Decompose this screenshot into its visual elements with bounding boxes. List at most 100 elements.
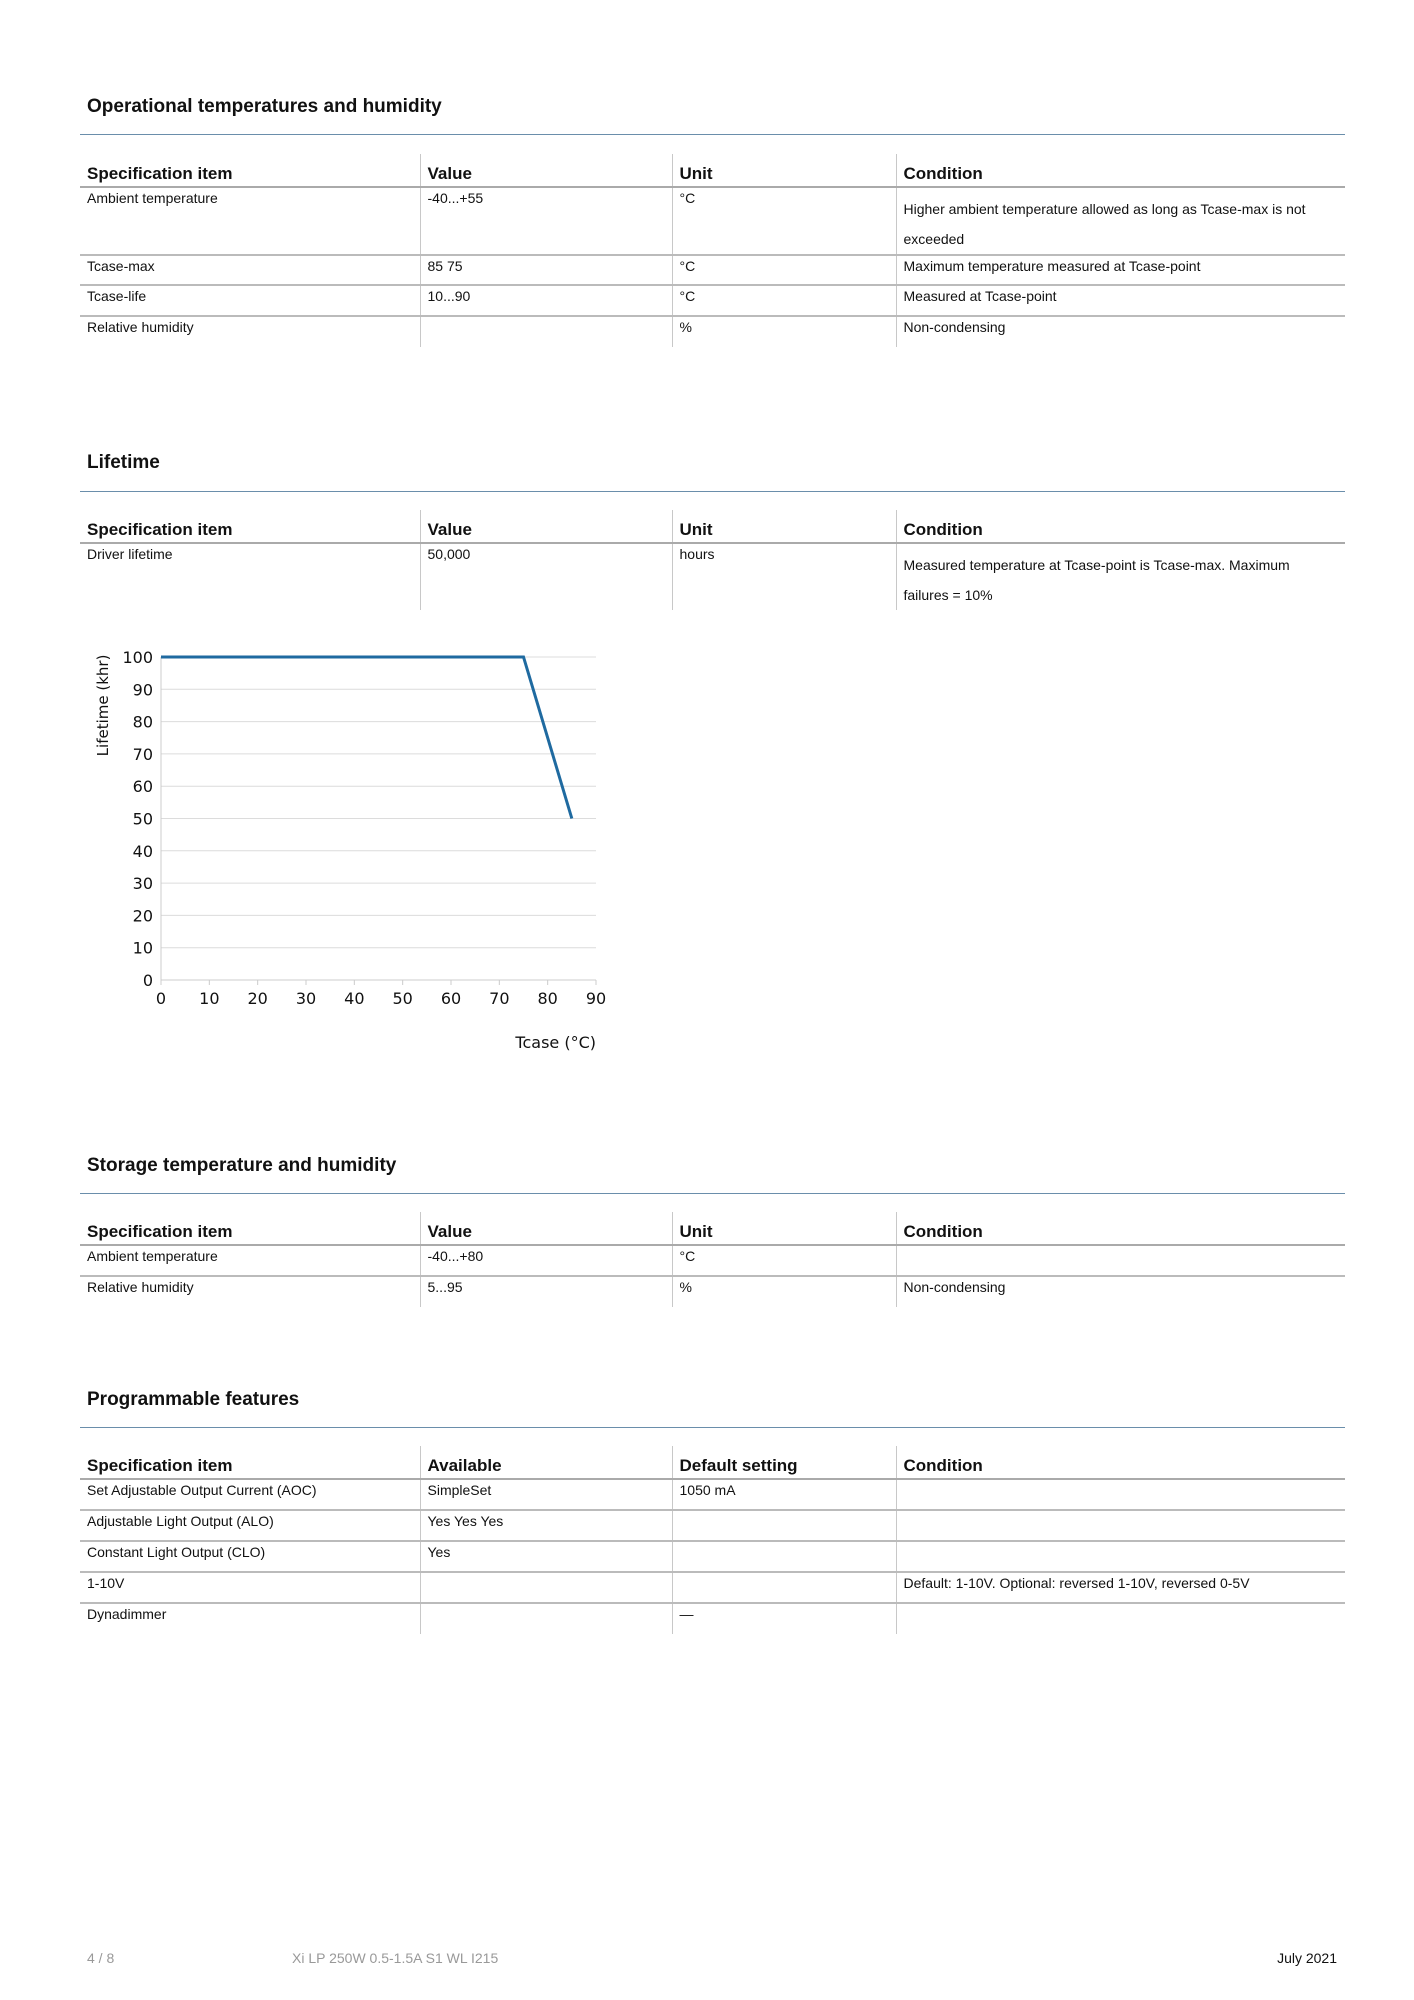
- table-header-row: Specification item Value Unit Condition: [80, 1212, 1345, 1246]
- table-cell: [671, 1510, 896, 1542]
- section-rule: [80, 1193, 1345, 1194]
- footer-date: July 2021: [1277, 1950, 1337, 1966]
- y-tick-label: 60: [133, 777, 153, 796]
- footer-product-name: Xi LP 250W 0.5-1.5A S1 WL I215: [292, 1950, 499, 1966]
- column-header: Default setting: [671, 1446, 896, 1480]
- section-rule: [80, 1427, 1345, 1428]
- table-cell: [895, 1603, 1345, 1634]
- table-cell: Constant Light Output (CLO): [80, 1541, 420, 1573]
- section-rule: [80, 491, 1345, 492]
- table-cell: 50,000: [419, 543, 672, 610]
- table-cell: Yes Yes Yes: [419, 1510, 672, 1542]
- table-cell: °C: [671, 1245, 896, 1277]
- table-cell: Measured at Tcase-point: [895, 285, 1345, 317]
- table-cell: —: [671, 1603, 896, 1634]
- table-cell: Higher ambient temperature allowed as lo…: [895, 187, 1345, 256]
- table-cell: 10...90: [419, 285, 672, 317]
- table-cell: [895, 1245, 1345, 1277]
- table-row: Ambient temperature -40...+55 °C Higher amb…: [80, 187, 1345, 256]
- table-cell: [895, 1479, 1345, 1511]
- column-header: Condition: [895, 1212, 1345, 1246]
- table-cell: Adjustable Light Output (ALO): [80, 1510, 420, 1542]
- table-cell: -40...+55: [419, 187, 672, 256]
- table-cell: 85 75: [419, 255, 672, 286]
- column-header: Specification item: [80, 1446, 420, 1480]
- table-cell: 1-10V: [80, 1572, 420, 1604]
- table-cell: 5...95: [419, 1276, 672, 1307]
- lifetime-series-line: [161, 655, 574, 819]
- section-title-programmable: Programmable features: [87, 1389, 300, 1410]
- column-header: Condition: [895, 1446, 1345, 1480]
- x-tick-label: 90: [586, 989, 606, 1008]
- column-header: Condition: [895, 510, 1345, 544]
- table-row: Tcase-life 10...90 °C Measured at Tcase-poi…: [80, 285, 1345, 317]
- table-cell: 1050 mA: [671, 1479, 896, 1511]
- x-axis-label: Tcase (°C): [514, 1033, 596, 1052]
- table-cell: Ambient temperature: [80, 187, 420, 256]
- table-cell: °C: [671, 285, 896, 317]
- table-cell: Tcase-life: [80, 285, 420, 317]
- y-tick-label: 50: [133, 810, 153, 829]
- table-cell: Maximum temperature measured at Tcase-po…: [895, 255, 1345, 286]
- storage-table: Specification item Value Unit Condition Ambi…: [80, 1212, 1345, 1307]
- column-header: Available: [419, 1446, 672, 1480]
- column-header: Condition: [895, 154, 1345, 188]
- table-row: Dynadimmer —: [80, 1603, 1345, 1634]
- programmable-table: Specification item Available Default setti…: [80, 1446, 1345, 1634]
- table-header-row: Specification item Available Default setti…: [80, 1446, 1345, 1480]
- table-cell: Measured temperature at Tcase-point is T…: [895, 543, 1345, 610]
- column-header: Value: [419, 1212, 672, 1246]
- y-tick-label: 10: [133, 939, 153, 958]
- table-cell: °C: [671, 187, 896, 256]
- x-tick-label: 0: [156, 989, 166, 1008]
- y-tick-label: 80: [133, 713, 153, 732]
- table-row: Ambient temperature -40...+80 °C: [80, 1245, 1345, 1277]
- footer-page-number: 4 / 8: [87, 1950, 115, 1966]
- table-cell: [671, 1541, 896, 1573]
- column-header: Unit: [671, 510, 896, 544]
- lifetime-table: Specification item Value Unit Condition Driv…: [80, 510, 1345, 610]
- table-row: Constant Light Output (CLO) Yes: [80, 1541, 1345, 1573]
- table-cell: °C: [671, 255, 896, 286]
- table-row: 1-10V Default: 1-10V. Optional: reversed …: [80, 1572, 1345, 1604]
- table-cell: Yes: [419, 1541, 672, 1573]
- table-cell: SimpleSet: [419, 1479, 672, 1511]
- table-cell: [419, 1603, 672, 1634]
- table-cell: [671, 1572, 896, 1604]
- lifetime-chart: 0 10 20 30 40 50 60 70 80 90 100 0 10 20 30 40 50 60 70 80 9…: [94, 648, 606, 1052]
- table-row: Set Adjustable Output Current (AOC) Simpl…: [80, 1479, 1345, 1511]
- x-tick-label: 20: [247, 989, 267, 1008]
- section-title-lifetime: Lifetime: [87, 452, 160, 473]
- column-header: Specification item: [80, 1212, 420, 1246]
- table-cell: -40...+80: [419, 1245, 672, 1277]
- table-row: Adjustable Light Output (ALO) Yes Yes Yes: [80, 1510, 1345, 1542]
- x-tick-label: 10: [199, 989, 219, 1008]
- table-row: Relative humidity 5...95% Non-condensing: [80, 1276, 1345, 1307]
- table-cell: Relative humidity: [87, 1279, 194, 1295]
- y-tick-label: 70: [133, 745, 153, 764]
- table-header-row: Specification item Value Unit Condition: [80, 510, 1345, 544]
- table-cell: hours: [671, 543, 896, 610]
- column-header: Specification item: [80, 510, 420, 544]
- table-cell: Tcase-max: [80, 255, 420, 286]
- operational-table: Specification item Value Unit Condition Ambi…: [80, 154, 1345, 347]
- table-cell: Ambient temperature: [80, 1245, 420, 1277]
- table-cell: [419, 316, 672, 347]
- table-cell: Default: 1-10V. Optional: reversed 1-10V…: [895, 1572, 1345, 1604]
- y-tick-label: 90: [133, 680, 153, 699]
- column-header: Value: [419, 510, 672, 544]
- y-tick-label: 100: [122, 648, 153, 667]
- table-cell: %: [671, 1276, 896, 1307]
- x-tick-label: 50: [392, 989, 412, 1008]
- table-cell: Non-condensing: [895, 316, 1345, 347]
- column-header: Value: [419, 154, 672, 188]
- section-rule: [80, 134, 1345, 135]
- y-axis-label: Lifetime (khr): [94, 655, 112, 757]
- y-tick-label: 40: [133, 842, 153, 861]
- section-title-operational: Operational temperatures and humidity: [87, 96, 442, 117]
- x-tick-label: 80: [537, 989, 557, 1008]
- y-tick-label: 0: [143, 971, 153, 990]
- y-tick-label: 20: [133, 906, 153, 925]
- table-row: Tcase-max 85 75 °C Maximum temperature meas…: [80, 255, 1345, 286]
- table-row: Driver lifetime 50,000 hours Measured tempe…: [80, 543, 1345, 610]
